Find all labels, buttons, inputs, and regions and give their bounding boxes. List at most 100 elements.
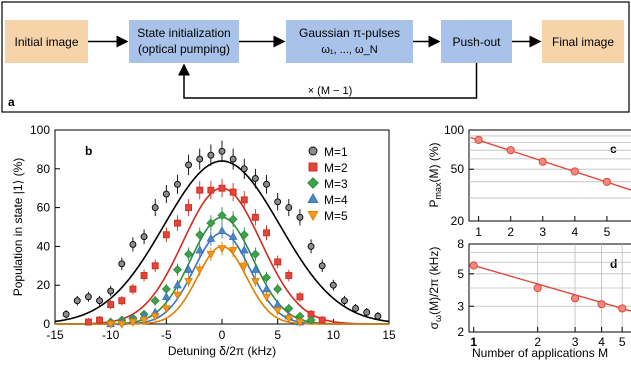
box-state-initialization: State initialization (optical pumping)	[129, 20, 239, 63]
data-point	[318, 262, 326, 270]
panel-c-ytick-label: 100	[444, 123, 464, 137]
data-point	[239, 262, 249, 271]
panel-d-xtick-label: 1	[470, 335, 477, 349]
data-point	[274, 258, 282, 266]
panel-c-series	[470, 135, 631, 191]
panel-c-xtick-label: 5	[604, 225, 611, 239]
box-final-image-text: Final image	[552, 35, 614, 49]
panel-c-xtick-label: 1	[475, 225, 482, 239]
panel-c-ticks: 1234562050100	[444, 123, 611, 239]
data-point	[196, 155, 204, 163]
panel-b-xlabel: Detuning δ/2π (kHz)	[168, 344, 276, 358]
panel-c-ylabel: Pmax(M) (%)	[427, 142, 443, 207]
box-push-out: Push-out	[441, 20, 512, 63]
data-point	[196, 186, 204, 194]
panel-d-xtick-label: 3	[572, 335, 579, 349]
data-point	[229, 155, 237, 163]
data-point	[273, 284, 283, 294]
panel-b-ytick-label: 20	[37, 278, 51, 292]
panel-c-xtick-label: 2	[507, 225, 514, 239]
data-point	[363, 308, 371, 316]
panel-d-xtick-label: 2	[534, 335, 541, 349]
panel-b-xtick-label: 5	[274, 328, 281, 342]
panel-a-flowchart: a Initial image State initialization (op…	[1, 1, 630, 113]
data-point	[284, 315, 294, 324]
panel-d-data-point	[570, 294, 580, 303]
box-initial-image-text: Initial image	[14, 35, 78, 49]
data-point	[195, 245, 205, 254]
panel-b-data-points	[62, 140, 382, 329]
box-push-out-text: Push-out	[452, 35, 501, 49]
data-point	[151, 262, 159, 270]
panel-b-ytick-label: 60	[37, 201, 51, 215]
box-final-image: Final image	[542, 20, 624, 63]
panel-b-xtick-label: -15	[46, 328, 64, 342]
data-point	[96, 316, 103, 324]
data-point	[217, 245, 227, 254]
series-m5-points	[106, 241, 305, 329]
panel-d-ytick-label: 8	[457, 237, 464, 251]
panel-d-xtick-label: 4	[598, 335, 605, 349]
data-point	[229, 188, 237, 196]
panel-b-xtick-label: -10	[102, 328, 120, 342]
data-point	[251, 264, 260, 273]
data-point	[352, 305, 360, 312]
panel-d-ytick-label: 5	[457, 267, 464, 281]
data-point	[84, 318, 92, 326]
data-point	[139, 316, 149, 325]
panel-d-chart: d 1234562358 σω(M)/2π (kHz) Number of ap…	[427, 237, 631, 360]
box-gaussian-pulses-line2: ω₁, ..., ω_N	[321, 44, 377, 56]
data-point	[296, 213, 304, 221]
panel-c-chart: c 1234562050100 Pmax(M) (%)	[427, 123, 631, 239]
fit-curve-m5	[55, 245, 389, 325]
data-point	[172, 265, 183, 275]
data-point	[218, 184, 226, 192]
panel-b-label: b	[85, 144, 92, 158]
panel-d-ytick-label: 2	[457, 325, 464, 339]
panel-b-ytick-label: 100	[30, 123, 50, 137]
data-point	[261, 272, 272, 282]
panel-b-xtick-label: 10	[327, 328, 341, 342]
panel-d-fit-line	[470, 264, 631, 312]
data-point	[84, 293, 92, 301]
data-point	[118, 297, 126, 305]
legend-marker-m2	[308, 162, 318, 172]
panel-c-frame	[468, 129, 631, 222]
panel-b-xtick-label: 0	[219, 328, 226, 342]
data-point	[262, 284, 271, 293]
legend-label-m5: M=5	[324, 209, 348, 223]
panel-c-ytick-label: 20	[451, 214, 465, 228]
panel-c-label: c	[610, 142, 617, 156]
panel-b-xtick-label: -5	[161, 328, 172, 342]
data-point	[173, 291, 182, 300]
data-point	[150, 313, 160, 322]
panel-a-frame	[1, 1, 630, 113]
data-point	[174, 180, 181, 188]
panel-d-data-point	[618, 304, 627, 313]
data-point	[117, 320, 127, 329]
box-initial-image: Initial image	[5, 20, 88, 63]
box-gaussian-pulses: Gaussian π-pulses ω₁, ..., ω_N	[286, 20, 413, 63]
data-point	[251, 213, 259, 221]
data-point	[228, 247, 238, 256]
data-point	[118, 260, 126, 268]
series-m3-points	[106, 207, 316, 327]
data-point	[228, 231, 238, 240]
data-point	[185, 204, 193, 212]
legend-label-m4: M=4	[324, 193, 348, 207]
panel-c-xtick-label: 4	[572, 225, 579, 239]
box-state-initialization-line1: State initialization	[137, 26, 230, 40]
data-point	[341, 297, 348, 305]
panel-b-legend: M=1 M=2 M=3 M=4 M=5	[307, 145, 348, 223]
panel-a-label: a	[8, 95, 15, 109]
data-point	[239, 245, 249, 254]
panel-d-label: d	[610, 257, 617, 271]
panel-b-ylabel: Population in state |1⟩ (%)	[11, 158, 25, 297]
data-point	[251, 175, 259, 182]
data-point	[206, 233, 216, 242]
data-point	[162, 231, 170, 239]
data-point	[174, 219, 181, 227]
legend-marker-m5	[307, 210, 319, 222]
